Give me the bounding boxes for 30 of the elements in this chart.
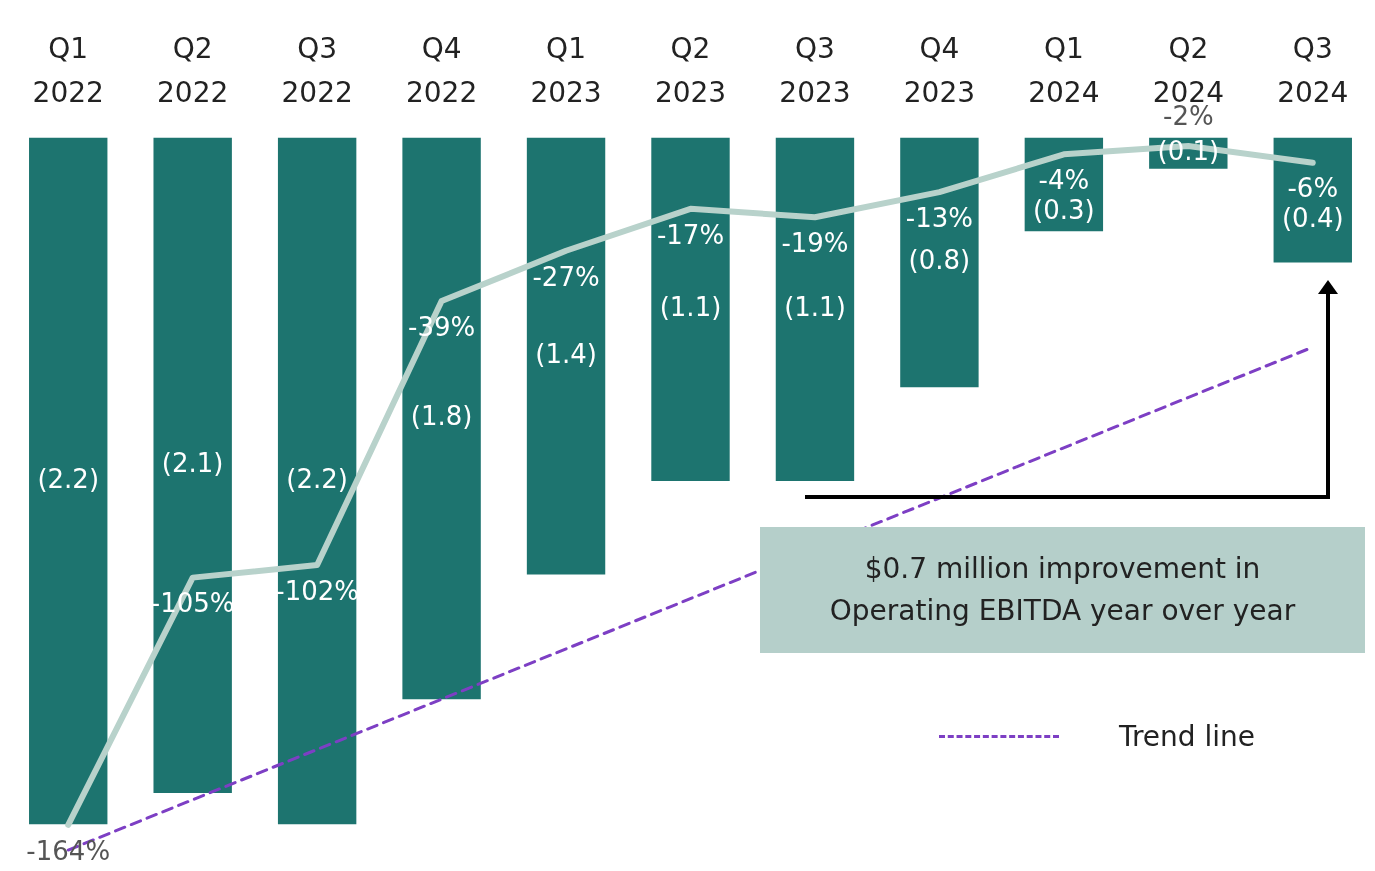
data-label: (0.3) (1033, 195, 1095, 226)
data-label: (0.4) (1281, 203, 1344, 234)
x-tick-label: Q2 2023 (654, 31, 727, 110)
legend-label: Trend line (1118, 720, 1255, 753)
x-tick-label: Q4 2022 (405, 31, 478, 110)
data-label: -17% (656, 219, 725, 250)
data-label: (1.8) (410, 401, 473, 432)
x-tick-label: Q3 2022 (281, 31, 353, 110)
data-label: -19% (781, 227, 849, 258)
callout-box: $0.7 million improvement in Operating EBITDA year over year (760, 527, 1365, 653)
x-tick-label: Q4 2023 (903, 31, 976, 110)
data-label: (2.2) (286, 463, 348, 494)
x-tick-label: Q3 2023 (779, 31, 851, 110)
data-label: (2.1) (161, 448, 224, 479)
x-tick-label: Q1 2024 (1028, 31, 1100, 110)
data-label: (0.8) (908, 245, 971, 276)
data-label: -6% (1287, 173, 1339, 204)
data-label: -164% (26, 835, 111, 866)
data-label: (1.1) (659, 292, 722, 322)
x-tick-label: Q2 2022 (157, 31, 229, 110)
data-label: (2.2) (37, 463, 100, 494)
data-label: -4% (1038, 165, 1090, 196)
data-label: (1.4) (535, 338, 597, 369)
annotation: $0.7 million improvement in Operating EBITDA year over year (828, 551, 1297, 629)
x-tick-label: Q1 2023 (530, 31, 602, 110)
data-label: -13% (905, 202, 973, 233)
data-label: (1.1) (784, 292, 846, 322)
data-label: -27% (532, 261, 600, 292)
x-tick-label: Q1 2022 (32, 31, 104, 110)
x-tick-label: Q3 2024 (1277, 31, 1349, 110)
